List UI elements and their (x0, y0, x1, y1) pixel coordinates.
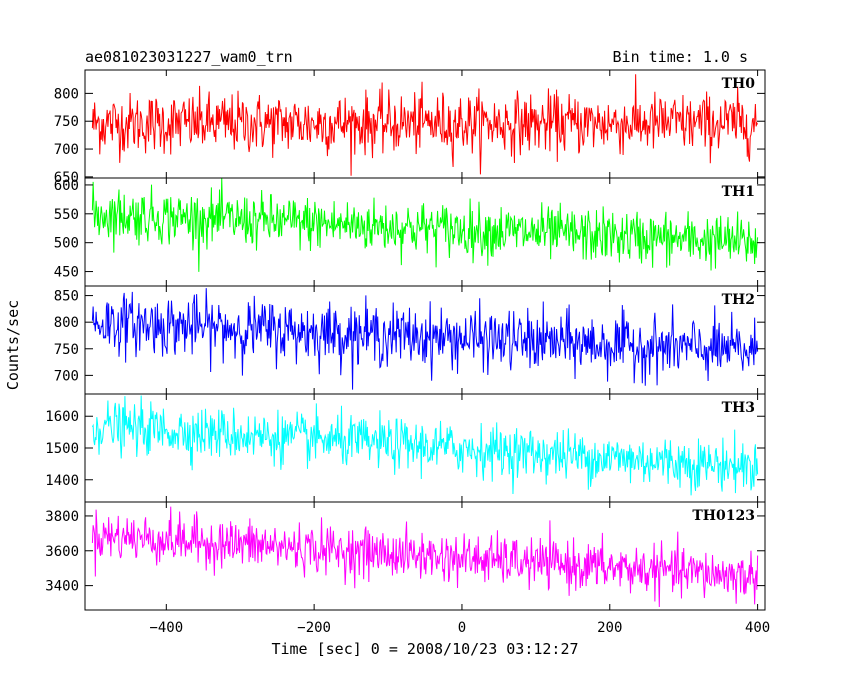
series-line-th0 (91, 74, 759, 176)
x-tick-label: −400 (149, 620, 183, 636)
chart-title: ae081023031227_wam0_trn (85, 48, 293, 66)
y-tick-label: 3600 (45, 544, 79, 560)
x-tick-labels: −400 −200 0 200 400 (149, 620, 770, 636)
y-tick-label: 800 (54, 315, 79, 331)
y-tick-label: 550 (54, 207, 79, 223)
y-tick-label: 800 (54, 86, 79, 102)
y-tick-label: 1400 (45, 473, 79, 489)
x-tick-label: 200 (597, 620, 622, 636)
x-tick-label: 0 (458, 620, 466, 636)
y-tick-label: 1500 (45, 441, 79, 457)
y-tick-label: 700 (54, 368, 79, 384)
y-axis-label: Counts/sec (4, 300, 22, 390)
panel-th3: 1400 1500 1600 TH3 (45, 393, 766, 503)
panel-label: TH2 (722, 292, 755, 308)
panel-th0: 650 700 750 800 TH0 (54, 69, 766, 186)
series-line-th0123 (91, 506, 759, 607)
y-tick-label: 1600 (45, 409, 79, 425)
chart-subtitle: Bin time: 1.0 s (613, 48, 748, 66)
panel-label: TH1 (722, 184, 755, 200)
panel-label: TH3 (722, 400, 755, 416)
panels-group: 650 700 750 800 TH0 450 500 550 600 TH1 700 750 800 8… (45, 69, 766, 611)
panel-th0123: 3400 3600 3800 TH0123 (45, 501, 766, 611)
y-tick-label: 600 (54, 178, 79, 194)
y-tick-label: 3400 (45, 579, 79, 595)
series-line-th1 (91, 178, 759, 272)
y-tick-label: 750 (54, 114, 79, 130)
panel-label: TH0 (722, 76, 756, 92)
panel-label: TH0123 (692, 508, 755, 524)
panel-th1: 450 500 550 600 TH1 (54, 177, 766, 287)
x-tick-label: 400 (745, 620, 770, 636)
series-line-th3 (91, 395, 759, 496)
x-axis-label: Time [sec] 0 = 2008/10/23 03:12:27 (271, 640, 578, 658)
y-tick-label: 850 (54, 289, 79, 305)
y-tick-label: 750 (54, 342, 79, 358)
y-tick-label: 500 (54, 236, 79, 252)
y-tick-label: 650 (54, 170, 79, 186)
y-tick-label: 700 (54, 142, 79, 158)
panel-th2: 700 750 800 850 TH2 (54, 285, 766, 395)
series-line-th2 (91, 288, 759, 390)
y-tick-label: 3800 (45, 509, 79, 525)
panel-frame (84, 501, 766, 611)
y-tick-label: 450 (54, 265, 79, 281)
x-tick-label: −200 (297, 620, 331, 636)
